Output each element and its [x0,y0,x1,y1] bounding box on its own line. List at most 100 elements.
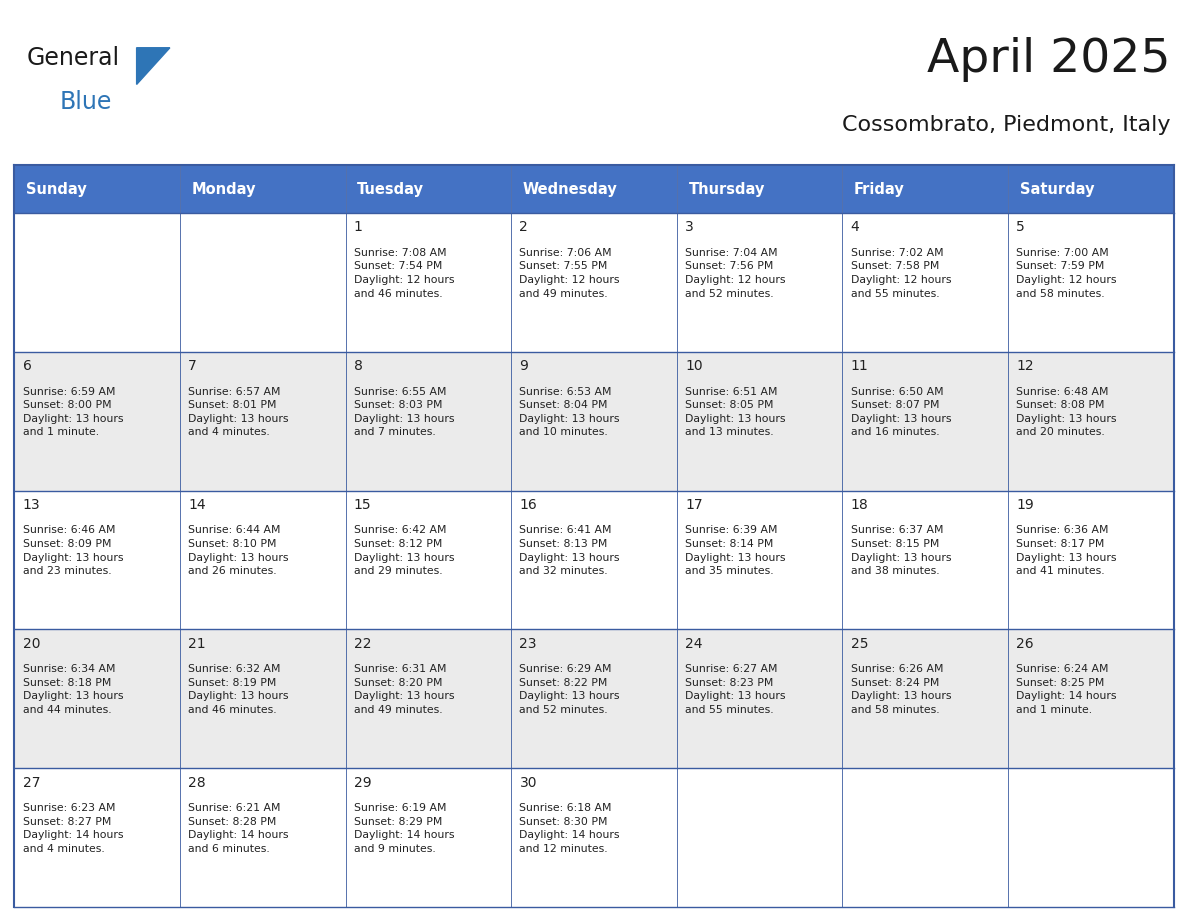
Text: 6: 6 [23,359,31,373]
Text: 5: 5 [1017,220,1025,234]
Bar [1009,630,1174,768]
Text: Sunrise: 6:57 AM
Sunset: 8:01 PM
Daylight: 13 hours
and 4 minutes.: Sunrise: 6:57 AM Sunset: 8:01 PM Dayligh… [188,386,289,438]
Text: 2: 2 [519,220,529,234]
Text: 1: 1 [354,220,362,234]
Bar [842,213,1009,352]
Text: Sunrise: 6:42 AM
Sunset: 8:12 PM
Daylight: 13 hours
and 29 minutes.: Sunrise: 6:42 AM Sunset: 8:12 PM Dayligh… [354,525,454,577]
Bar [346,630,511,768]
Text: 11: 11 [851,359,868,373]
Text: Sunrise: 6:29 AM
Sunset: 8:22 PM
Daylight: 13 hours
and 52 minutes.: Sunrise: 6:29 AM Sunset: 8:22 PM Dayligh… [519,665,620,715]
Text: Sunrise: 6:55 AM
Sunset: 8:03 PM
Daylight: 13 hours
and 7 minutes.: Sunrise: 6:55 AM Sunset: 8:03 PM Dayligh… [354,386,454,438]
Bar [179,768,346,907]
Bar [346,165,511,213]
Text: 8: 8 [354,359,362,373]
Bar [179,213,346,352]
Bar [677,213,842,352]
Text: Sunrise: 7:00 AM
Sunset: 7:59 PM
Daylight: 12 hours
and 58 minutes.: Sunrise: 7:00 AM Sunset: 7:59 PM Dayligh… [1017,248,1117,298]
Bar [842,165,1009,213]
Bar [842,768,1009,907]
Text: 30: 30 [519,776,537,789]
Text: Sunrise: 7:04 AM
Sunset: 7:56 PM
Daylight: 12 hours
and 52 minutes.: Sunrise: 7:04 AM Sunset: 7:56 PM Dayligh… [685,248,785,298]
Text: 17: 17 [685,498,703,512]
Text: Sunrise: 7:02 AM
Sunset: 7:58 PM
Daylight: 12 hours
and 55 minutes.: Sunrise: 7:02 AM Sunset: 7:58 PM Dayligh… [851,248,952,298]
Text: Sunrise: 7:08 AM
Sunset: 7:54 PM
Daylight: 12 hours
and 46 minutes.: Sunrise: 7:08 AM Sunset: 7:54 PM Dayligh… [354,248,454,298]
Text: 15: 15 [354,498,372,512]
Bar [511,165,677,213]
Text: Sunrise: 6:31 AM
Sunset: 8:20 PM
Daylight: 13 hours
and 49 minutes.: Sunrise: 6:31 AM Sunset: 8:20 PM Dayligh… [354,665,454,715]
Text: 27: 27 [23,776,40,789]
Text: Sunrise: 7:06 AM
Sunset: 7:55 PM
Daylight: 12 hours
and 49 minutes.: Sunrise: 7:06 AM Sunset: 7:55 PM Dayligh… [519,248,620,298]
Text: Cossombrato, Piedmont, Italy: Cossombrato, Piedmont, Italy [841,115,1170,135]
Bar [346,352,511,490]
Text: 9: 9 [519,359,529,373]
Text: 28: 28 [188,776,206,789]
Bar [14,490,179,630]
Bar [346,768,511,907]
Text: Sunrise: 6:24 AM
Sunset: 8:25 PM
Daylight: 14 hours
and 1 minute.: Sunrise: 6:24 AM Sunset: 8:25 PM Dayligh… [1017,665,1117,715]
Bar [346,490,511,630]
Text: Sunrise: 6:37 AM
Sunset: 8:15 PM
Daylight: 13 hours
and 38 minutes.: Sunrise: 6:37 AM Sunset: 8:15 PM Dayligh… [851,525,952,577]
Text: Sunrise: 6:27 AM
Sunset: 8:23 PM
Daylight: 13 hours
and 55 minutes.: Sunrise: 6:27 AM Sunset: 8:23 PM Dayligh… [685,665,785,715]
Bar [511,352,677,490]
Bar [179,165,346,213]
Bar [677,165,842,213]
Bar [1009,165,1174,213]
Bar [1009,213,1174,352]
Text: Friday: Friday [854,182,905,196]
Bar [14,165,179,213]
Text: Blue: Blue [59,90,112,114]
Text: Sunday: Sunday [26,182,87,196]
Text: Sunrise: 6:34 AM
Sunset: 8:18 PM
Daylight: 13 hours
and 44 minutes.: Sunrise: 6:34 AM Sunset: 8:18 PM Dayligh… [23,665,124,715]
Text: Sunrise: 6:50 AM
Sunset: 8:07 PM
Daylight: 13 hours
and 16 minutes.: Sunrise: 6:50 AM Sunset: 8:07 PM Dayligh… [851,386,952,438]
Text: Sunrise: 6:53 AM
Sunset: 8:04 PM
Daylight: 13 hours
and 10 minutes.: Sunrise: 6:53 AM Sunset: 8:04 PM Dayligh… [519,386,620,438]
Text: 19: 19 [1017,498,1035,512]
Text: 13: 13 [23,498,40,512]
Text: 22: 22 [354,637,372,651]
Text: 29: 29 [354,776,372,789]
Bar [179,490,346,630]
Bar [511,630,677,768]
Bar [677,768,842,907]
Text: 18: 18 [851,498,868,512]
Text: 4: 4 [851,220,860,234]
Text: Sunrise: 6:41 AM
Sunset: 8:13 PM
Daylight: 13 hours
and 32 minutes.: Sunrise: 6:41 AM Sunset: 8:13 PM Dayligh… [519,525,620,577]
Bar [511,490,677,630]
Bar [511,213,677,352]
Text: 16: 16 [519,498,537,512]
Polygon shape [137,48,170,84]
Text: 24: 24 [685,637,702,651]
Bar [842,352,1009,490]
Bar [14,630,179,768]
Text: General: General [26,46,119,70]
Text: Wednesday: Wednesday [523,182,618,196]
Bar [14,768,179,907]
Text: Sunrise: 6:32 AM
Sunset: 8:19 PM
Daylight: 13 hours
and 46 minutes.: Sunrise: 6:32 AM Sunset: 8:19 PM Dayligh… [188,665,289,715]
Text: Sunrise: 6:51 AM
Sunset: 8:05 PM
Daylight: 13 hours
and 13 minutes.: Sunrise: 6:51 AM Sunset: 8:05 PM Dayligh… [685,386,785,438]
Text: 14: 14 [188,498,206,512]
Bar [1009,768,1174,907]
Bar [1009,490,1174,630]
Bar [511,768,677,907]
Text: 20: 20 [23,637,40,651]
Text: Sunrise: 6:46 AM
Sunset: 8:09 PM
Daylight: 13 hours
and 23 minutes.: Sunrise: 6:46 AM Sunset: 8:09 PM Dayligh… [23,525,124,577]
Text: Monday: Monday [191,182,255,196]
Text: 25: 25 [851,637,868,651]
Bar [677,352,842,490]
Bar [14,213,179,352]
Text: Sunrise: 6:39 AM
Sunset: 8:14 PM
Daylight: 13 hours
and 35 minutes.: Sunrise: 6:39 AM Sunset: 8:14 PM Dayligh… [685,525,785,577]
Text: 3: 3 [685,220,694,234]
Text: Sunrise: 6:19 AM
Sunset: 8:29 PM
Daylight: 14 hours
and 9 minutes.: Sunrise: 6:19 AM Sunset: 8:29 PM Dayligh… [354,803,454,854]
Text: 12: 12 [1017,359,1034,373]
Text: 26: 26 [1017,637,1034,651]
Text: Sunrise: 6:23 AM
Sunset: 8:27 PM
Daylight: 14 hours
and 4 minutes.: Sunrise: 6:23 AM Sunset: 8:27 PM Dayligh… [23,803,124,854]
Text: 7: 7 [188,359,197,373]
Bar [14,352,179,490]
Text: Sunrise: 6:36 AM
Sunset: 8:17 PM
Daylight: 13 hours
and 41 minutes.: Sunrise: 6:36 AM Sunset: 8:17 PM Dayligh… [1017,525,1117,577]
Text: Sunrise: 6:59 AM
Sunset: 8:00 PM
Daylight: 13 hours
and 1 minute.: Sunrise: 6:59 AM Sunset: 8:00 PM Dayligh… [23,386,124,438]
Bar [346,213,511,352]
Text: 21: 21 [188,637,206,651]
Text: Sunrise: 6:21 AM
Sunset: 8:28 PM
Daylight: 14 hours
and 6 minutes.: Sunrise: 6:21 AM Sunset: 8:28 PM Dayligh… [188,803,289,854]
Text: Thursday: Thursday [688,182,765,196]
Text: Sunrise: 6:26 AM
Sunset: 8:24 PM
Daylight: 13 hours
and 58 minutes.: Sunrise: 6:26 AM Sunset: 8:24 PM Dayligh… [851,665,952,715]
Text: Sunrise: 6:48 AM
Sunset: 8:08 PM
Daylight: 13 hours
and 20 minutes.: Sunrise: 6:48 AM Sunset: 8:08 PM Dayligh… [1017,386,1117,438]
